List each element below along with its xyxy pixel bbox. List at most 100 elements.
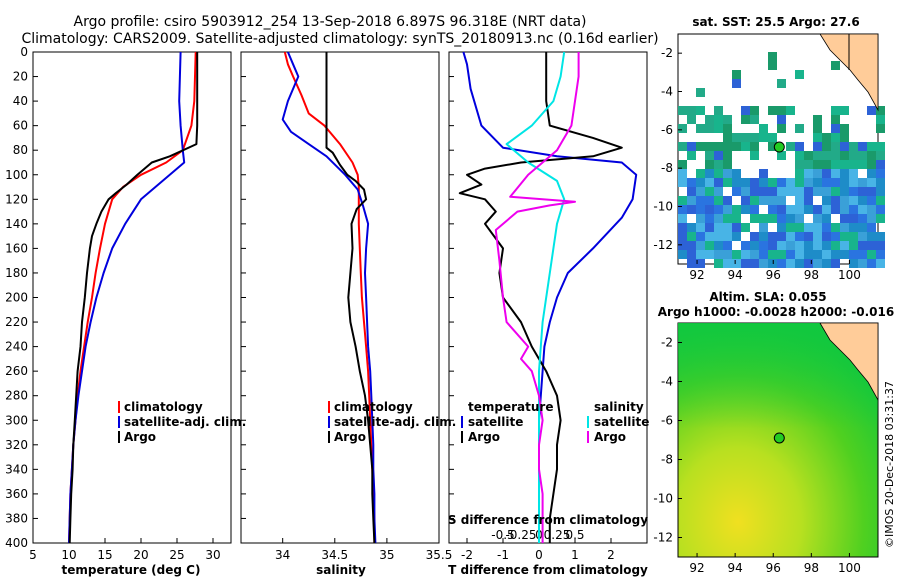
sst-cell [813,133,822,142]
map-y-tick-label: -6 [661,414,673,428]
sst-cell [786,250,795,259]
sst-cell [750,133,759,142]
sst-cell [705,241,714,250]
sst-cell [795,70,804,79]
map-x-tick-label: 98 [804,561,819,575]
sst-cell [840,223,849,232]
sst-cell [786,106,795,115]
sst-map-argo-marker [773,141,785,153]
sst-cell [723,169,732,178]
sst-cell [768,232,777,241]
sst-cell [750,178,759,187]
sst-cell [822,178,831,187]
sst-cell [705,178,714,187]
sst-cell [768,178,777,187]
sst-cell [759,133,768,142]
sst-cell [732,232,741,241]
sst-cell [831,259,840,268]
x-tick-label: 25 [169,548,184,562]
sst-cell [795,151,804,160]
sst-cell [831,187,840,196]
x-tick-label: 35 [379,548,394,562]
sst-cell [876,124,885,133]
sst-cell [849,223,858,232]
sst-cell [759,124,768,133]
legend-argo: Argo [334,430,366,444]
sla-map-title-2: Argo h1000: -0.0028 h2000: -0.016 [658,305,894,319]
x-tick-label: 5 [29,548,37,562]
sst-cell [714,106,723,115]
series-climatology [283,51,376,543]
sst-cell [831,124,840,133]
sst-cell [849,142,858,151]
sst-cell [723,142,732,151]
sst-cell [723,178,732,187]
sst-cell [732,142,741,151]
sst-cell [804,160,813,169]
sst-cell [786,187,795,196]
sst-cell [813,223,822,232]
y-tick-label: 380 [5,511,28,525]
sst-cell [723,259,732,268]
sst-cell [813,178,822,187]
sst-cell [678,250,687,259]
sst-cell [858,205,867,214]
sst-cell [696,196,705,205]
sst-cell [849,160,858,169]
sst-cell [831,196,840,205]
sst-cell [678,169,687,178]
sst-cell [858,232,867,241]
y-tick-label: 140 [5,217,28,231]
legend-t-satellite: satellite [468,415,523,429]
y-tick-label: 40 [13,94,28,108]
sst-cell [723,115,732,124]
sst-cell [705,232,714,241]
sst-cell [840,241,849,250]
sst-cell [705,187,714,196]
temperature-legend: climatology satellite-adj. clim. Argo [118,400,246,444]
sst-cell [741,205,750,214]
sst-cell [714,232,723,241]
sst-cell [723,196,732,205]
map-x-tick-label: 96 [766,561,781,575]
x-tick-label: 35.5 [426,548,453,562]
sst-cell [777,187,786,196]
sst-cell [795,232,804,241]
map-y-tick-label: -6 [661,123,673,137]
temperature-xlabel: temperature (deg C) [62,563,201,577]
sst-cell [759,250,768,259]
sst-cell [696,187,705,196]
y-tick-label: 80 [13,143,28,157]
sst-cell [714,241,723,250]
sst-cell [723,160,732,169]
sst-map-axes: 92 94 96 98 100 -2 -4 -6 -8 -10 -12 [653,46,860,282]
sst-cell [786,214,795,223]
sst-cell [849,169,858,178]
sst-cell [876,196,885,205]
sst-cell [714,115,723,124]
x-tick-label: 0 [535,548,543,562]
sst-cell [750,241,759,250]
sst-cell [840,142,849,151]
sst-cell [858,259,867,268]
sst-cell [876,187,885,196]
sst-cell [687,223,696,232]
sst-cell [813,187,822,196]
sst-cell [714,250,723,259]
y-tick-label: 100 [5,168,28,182]
sst-cell [822,205,831,214]
map-x-tick-label: 98 [804,268,819,282]
sst-cell [795,196,804,205]
sst-cell [858,214,867,223]
sst-cell [822,214,831,223]
sst-cell [804,205,813,214]
y-tick-label: 60 [13,119,28,133]
sst-cell [822,232,831,241]
sst-cell [768,187,777,196]
sst-cell [867,214,876,223]
map-y-tick-label: -12 [653,531,673,545]
sst-cell [777,178,786,187]
s-difference-xlabel: S difference from climatology [448,513,648,527]
x-tick-label: 10 [61,548,76,562]
sst-cell [750,151,759,160]
